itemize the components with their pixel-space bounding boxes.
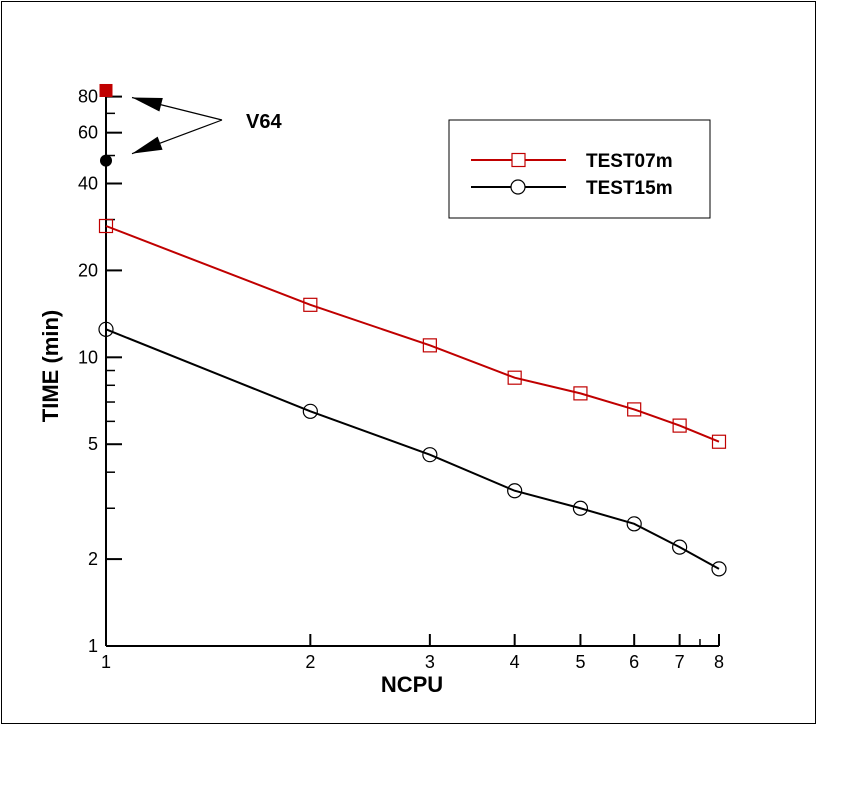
axes: 1 2 3 4 5 6 7 8 1 2 5 10 20 40 60 80: [78, 86, 724, 672]
y-tick-label: 2: [88, 549, 98, 569]
data-point: [711, 561, 727, 577]
data-point: [98, 321, 114, 337]
y-tick-label: 80: [78, 87, 98, 107]
x-tick-label: 1: [101, 652, 111, 672]
data-point: [573, 386, 588, 401]
annotation-arrowhead: [132, 97, 163, 112]
data-point: [626, 516, 642, 532]
data-point: [507, 370, 522, 385]
annotation-text: V64: [246, 111, 282, 133]
series-line: [105, 225, 720, 443]
x-tick-label: 2: [305, 652, 315, 672]
legend-label: TEST07m: [586, 151, 673, 172]
y-axis-title: TIME (min): [38, 310, 63, 422]
legend: TEST07m TEST15m: [448, 119, 711, 219]
legend-entry-TEST07m: TEST07m: [471, 151, 673, 172]
legend-entry-TEST15m: TEST15m: [471, 178, 673, 199]
data-point: [98, 218, 114, 234]
legend-marker: [511, 152, 526, 168]
data-point: [422, 338, 437, 353]
data-point: [627, 402, 642, 417]
x-tick-label: 8: [714, 652, 724, 672]
data-point: [302, 403, 318, 419]
x-tick-label: 4: [510, 652, 520, 672]
y-tick-label: 1: [88, 636, 98, 656]
data-point: [422, 447, 438, 463]
annotation: V64: [131, 96, 282, 155]
legend-label: TEST15m: [586, 178, 673, 199]
plot-frame: [1, 1, 816, 724]
data-point: [507, 483, 523, 499]
x-tick-label: 6: [629, 652, 639, 672]
reference-point: [99, 83, 113, 97]
y-tick-label: 10: [78, 347, 98, 367]
series-TEST07m: [98, 218, 727, 449]
reference-point: [100, 154, 112, 167]
x-tick-label: 7: [675, 652, 685, 672]
data-point: [572, 500, 589, 516]
series-line: [105, 328, 720, 570]
y-tick-label: 20: [78, 260, 98, 280]
reference-points: [99, 83, 113, 167]
annotation-arrowhead: [132, 136, 163, 154]
data-point: [303, 297, 318, 312]
data-point: [711, 434, 727, 449]
legend-box: [448, 119, 711, 219]
y-tick-label: 5: [88, 434, 98, 454]
legend-marker: [510, 179, 526, 195]
x-tick-label: 3: [425, 652, 435, 672]
x-tick-label: 5: [575, 652, 585, 672]
series-layer: [98, 218, 727, 577]
y-tick-label: 40: [78, 174, 98, 194]
x-axis-title: NCPU: [381, 672, 443, 697]
y-tick-label: 60: [78, 123, 98, 143]
data-point: [672, 418, 687, 433]
series-TEST15m: [98, 321, 727, 577]
data-point: [672, 539, 688, 555]
